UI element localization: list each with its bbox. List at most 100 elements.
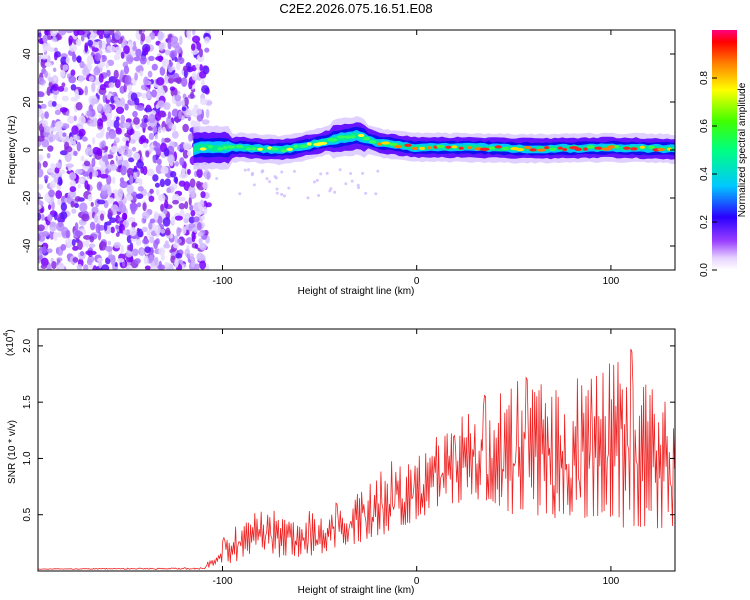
colorbar-tick-label: 0.4 [699, 167, 710, 181]
spectrogram-noise-cell [169, 61, 174, 67]
spectrogram-hotspot [451, 145, 458, 149]
spectrogram-noise-cell [188, 80, 193, 90]
spectrogram-noise-cell [89, 235, 95, 243]
spectrogram-noise-cell [89, 171, 93, 180]
spectrogram-noise-cell [141, 226, 148, 233]
spectrogram-hotspot [426, 146, 432, 150]
spectrogram-noise-cell [65, 56, 71, 65]
spectrogram-noise-cell [91, 47, 99, 52]
spectrogram-noise-cell [123, 45, 130, 55]
spectrogram-noise-cell [124, 103, 129, 111]
spectrogram-noise-cell [110, 226, 115, 234]
spectrogram-noise-cell [132, 110, 138, 118]
spectrogram-noise-cell [84, 85, 88, 96]
spectrogram-noise-cell [137, 185, 144, 192]
spectrogram-hotspot [235, 144, 244, 149]
spectrogram-noise-cell [142, 238, 150, 245]
spectrogram-noise-cell [106, 69, 111, 77]
spectrogram-noise-cell [40, 54, 49, 60]
spectrogram-noise-cell [56, 232, 63, 238]
spectrogram-noise-cell [98, 39, 103, 50]
spectrogram-noise-cell [177, 196, 186, 202]
spectrogram-noise-cell [159, 178, 165, 188]
spectrogram-noise-cell [136, 160, 144, 169]
spectrogram-noise-cell [78, 115, 86, 126]
spectrogram-noise-cell [139, 55, 147, 65]
spectrogram-noise-cell [146, 88, 151, 96]
spectrogram-noise-cell [247, 168, 251, 172]
spectrogram-noise-cell [199, 254, 206, 263]
spectrogram-noise-cell [166, 187, 172, 193]
spectrogram-noise-cell [138, 30, 143, 35]
spectrogram-noise-cell [181, 99, 185, 107]
spectrogram-noise-cell [50, 30, 58, 37]
spectrogram-noise-cell [173, 176, 178, 183]
spectrogram-noise-cell [132, 152, 141, 161]
spectrogram-noise-cell [129, 202, 138, 212]
spectrogram-noise-cell [86, 110, 93, 117]
spectrogram-noise-cell [357, 186, 361, 190]
spectrogram-noise-cell [120, 97, 125, 105]
spectrogram-noise-cell [157, 55, 164, 62]
spectrogram-noise-cell [56, 221, 65, 232]
spectrogram-noise-cell [157, 31, 164, 41]
spectrogram-noise-cell [144, 265, 151, 270]
spectrogram-noise-cell [84, 30, 90, 35]
spectrogram-noise-cell [51, 101, 57, 107]
spectrogram-noise-cell [57, 262, 65, 270]
spectrogram-noise-cell [190, 43, 196, 51]
spectrogram-noise-cell [188, 133, 193, 142]
spectrogram-noise-cell [91, 136, 96, 145]
spectrogram-noise-cell [127, 84, 132, 92]
spectrogram-noise-cell [155, 238, 160, 245]
spectrogram-hotspot [388, 142, 399, 146]
spectrogram-noise-cell [125, 118, 132, 124]
spectrogram-noise-cell [190, 91, 195, 99]
spectrogram-noise-cell [148, 113, 156, 124]
spectrogram-noise-cell [38, 200, 44, 207]
spectrogram-noise-cell [158, 89, 166, 97]
spectrogram-noise-cell [79, 251, 85, 257]
spectrogram-noise-cell [110, 204, 119, 213]
snr-xtick-label: 0 [414, 576, 420, 587]
spectrogram-noise-cell [48, 76, 53, 83]
spectrogram-noise-cell [190, 120, 196, 128]
spectrogram-noise-cell [193, 104, 199, 110]
spectrogram-noise-cell [139, 122, 148, 128]
spectrogram-noise-cell [62, 132, 67, 137]
spectrogram-noise-cell [89, 221, 96, 231]
spectrogram-noise-cell [144, 46, 149, 56]
spectrogram-noise-cell [68, 172, 77, 181]
spectrogram-noise-cell [163, 199, 169, 210]
spectrogram-noise-cell [139, 136, 144, 145]
spectrogram-noise-cell [55, 162, 63, 169]
spectrogram-noise-cell [156, 100, 166, 108]
spectrogram-noise-cell [76, 263, 83, 270]
spectrogram-xtick-label: -100 [212, 276, 232, 287]
spectrogram-noise-cell [44, 111, 49, 119]
spectrogram-noise-cell [204, 47, 210, 53]
spectrogram-noise-cell [114, 30, 121, 41]
spectrogram-hotspot [537, 148, 546, 152]
spectrogram-noise-cell [250, 173, 254, 177]
spectrogram-noise-cell [356, 183, 360, 187]
spectrogram-noise-cell [190, 209, 196, 217]
spectrogram-noise-cell [81, 213, 90, 222]
spectrogram-noise-cell [325, 171, 329, 175]
spectrogram-noise-cell [124, 74, 132, 85]
spectrogram-noise-cell [95, 132, 104, 139]
spectrogram-noise-cell [59, 107, 68, 113]
snr-xtick-label: -100 [212, 576, 232, 587]
spectrogram-hotspot [594, 146, 603, 150]
spectrogram-noise-cell [203, 36, 210, 44]
spectrogram-noise-cell [101, 140, 106, 148]
spectrogram-noise-cell [160, 229, 166, 234]
spectrogram-noise-cell [149, 188, 154, 194]
spectrogram-noise-cell [128, 157, 135, 163]
spectrogram-noise-cell [38, 184, 44, 190]
spectrogram-ytick-label: 0 [22, 147, 33, 153]
spectrogram-noise-cell [193, 216, 200, 223]
spectrogram-noise-cell [99, 84, 107, 91]
spectrogram-noise-cell [52, 67, 57, 73]
spectrogram-noise-cell [54, 51, 61, 58]
